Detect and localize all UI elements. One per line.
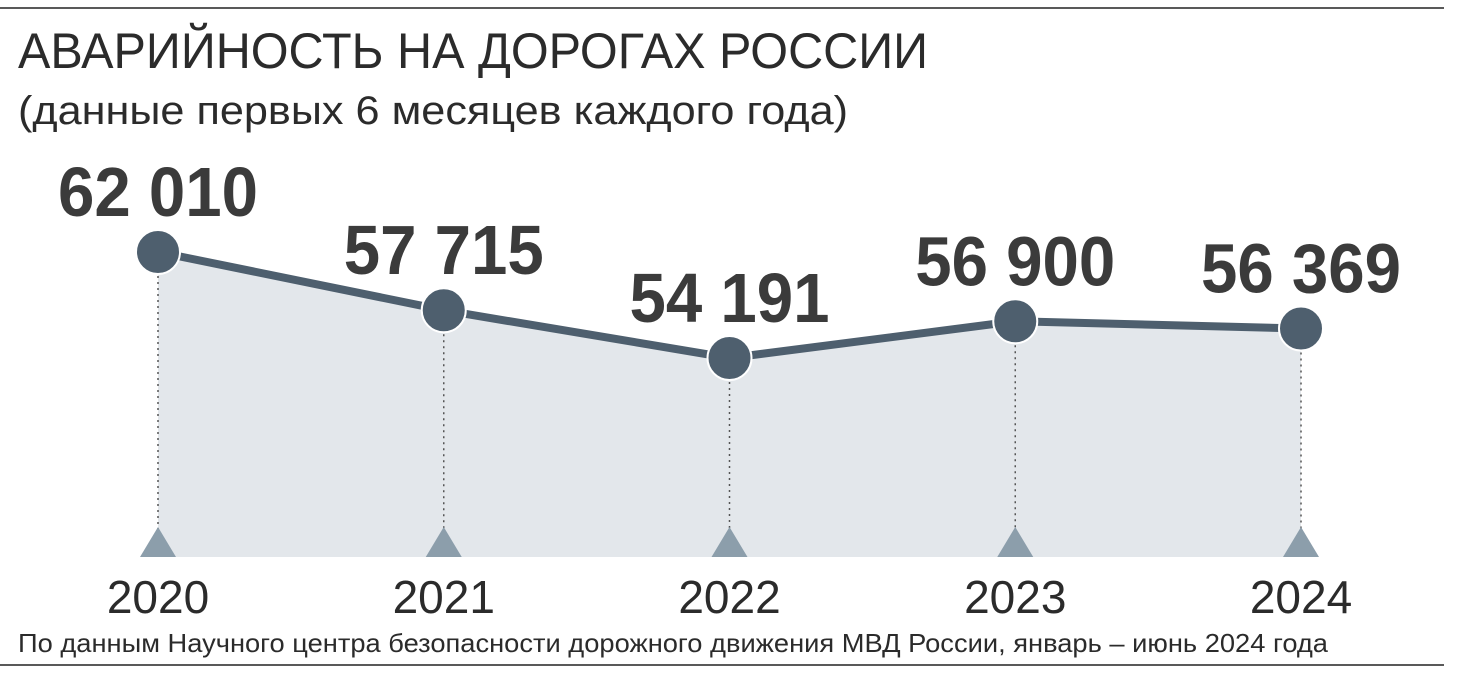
plot: 2020 2021 2022 2023 2024 62 010 57 715 54 191 56… (58, 153, 1401, 623)
data-label: 57 715 (344, 211, 544, 289)
point (135, 229, 181, 275)
axis-marker (1283, 527, 1319, 557)
x-tick-label: 2021 (393, 571, 495, 623)
data-label: 56 900 (915, 222, 1115, 300)
axis-marker (711, 527, 748, 557)
chart-title: АВАРИЙНОСТЬ НА ДОРОГАХ РОССИИ (18, 22, 928, 79)
x-tick-label: 2020 (107, 571, 209, 623)
point (420, 287, 467, 334)
axis-marker (425, 527, 462, 557)
chart-subtitle: (данные первых 6 месяцев каждого года) (18, 89, 848, 133)
source-note: По данным Научного центра безопасности д… (18, 628, 1329, 658)
point (992, 298, 1039, 345)
axis-marker (997, 527, 1034, 557)
axis-marker (140, 527, 176, 557)
data-label: 62 010 (58, 153, 258, 231)
point (1278, 305, 1324, 352)
x-tick-label: 2023 (964, 571, 1066, 623)
point (706, 335, 753, 381)
x-tick-label: 2024 (1250, 571, 1352, 623)
data-label: 56 369 (1201, 229, 1401, 307)
x-tick-label: 2022 (678, 571, 780, 623)
data-label: 54 191 (630, 259, 830, 337)
